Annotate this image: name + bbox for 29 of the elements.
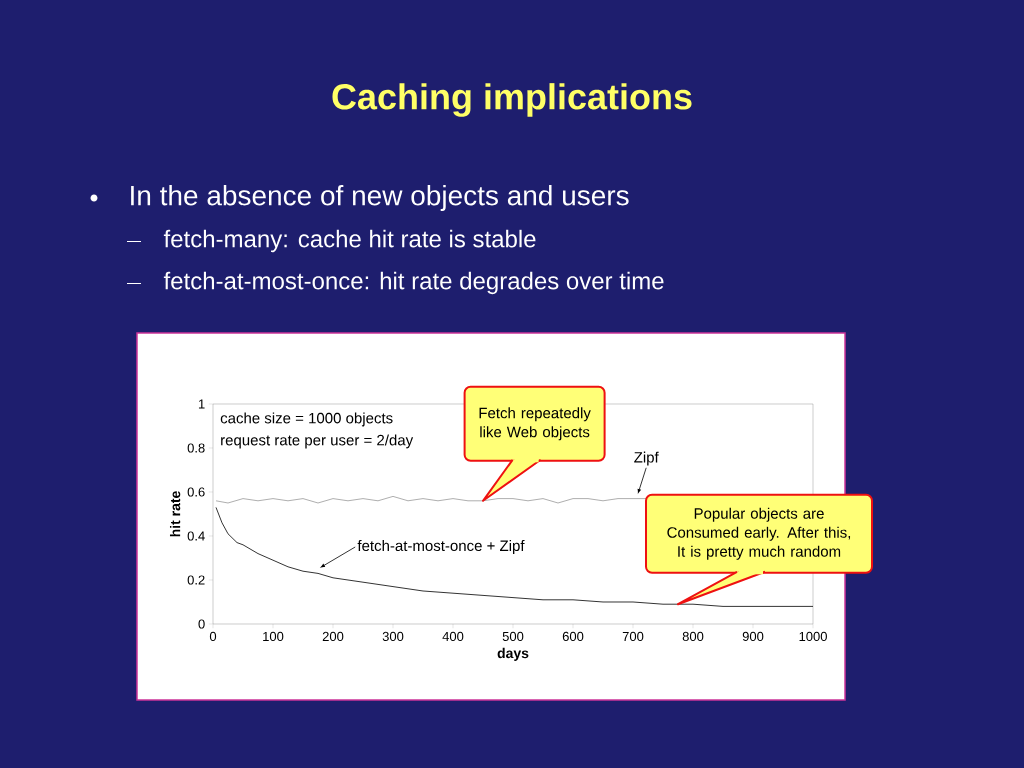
- x-tick-label: 500: [502, 631, 524, 641]
- x-tick-label: 200: [322, 631, 344, 641]
- y-tick-label: 0.8: [187, 443, 205, 453]
- y-tick-label: 0.2: [187, 575, 205, 585]
- y-tick-label: 0.4: [187, 531, 205, 541]
- x-tick-label: 600: [562, 631, 584, 641]
- y-tick-label: 0.6: [187, 487, 205, 497]
- text: fetch-many: cache hit rate is stable: [163, 229, 536, 253]
- text: In the absence of new objects and users: [131, 184, 629, 212]
- x-tick-label: 0: [209, 631, 217, 641]
- annotation: cache size = 1000 objects: [220, 412, 393, 427]
- y-tick-label: 0: [198, 619, 205, 629]
- annotation: Popular objects are Consumed early. After this, It is pretty much random: [667, 507, 851, 560]
- text: Zipf: [634, 451, 659, 466]
- annotation: request rate per user = 2/day: [221, 434, 414, 449]
- text: fetch-at-most-once: hit rate degrades over time: [163, 271, 664, 295]
- y-axis-title: hit rate: [169, 491, 181, 537]
- chart-title: Caching implications: [332, 83, 692, 117]
- x-tick-label: 1000: [799, 631, 827, 641]
- x-tick-label: 400: [442, 631, 464, 641]
- x-tick-label: 100: [263, 631, 284, 641]
- x-tick-label: 700: [622, 631, 644, 641]
- x-tick-label: 800: [682, 631, 704, 641]
- y-tick-label: 1: [198, 399, 205, 409]
- x-axis-title: days: [497, 647, 529, 661]
- annotation: Fetch repeatedly like Web objects: [479, 407, 591, 441]
- x-tick-label: 900: [742, 631, 764, 641]
- x-tick-label: 300: [382, 631, 404, 641]
- legend-label: fetch-at-most-once + Zipf: [357, 540, 525, 554]
